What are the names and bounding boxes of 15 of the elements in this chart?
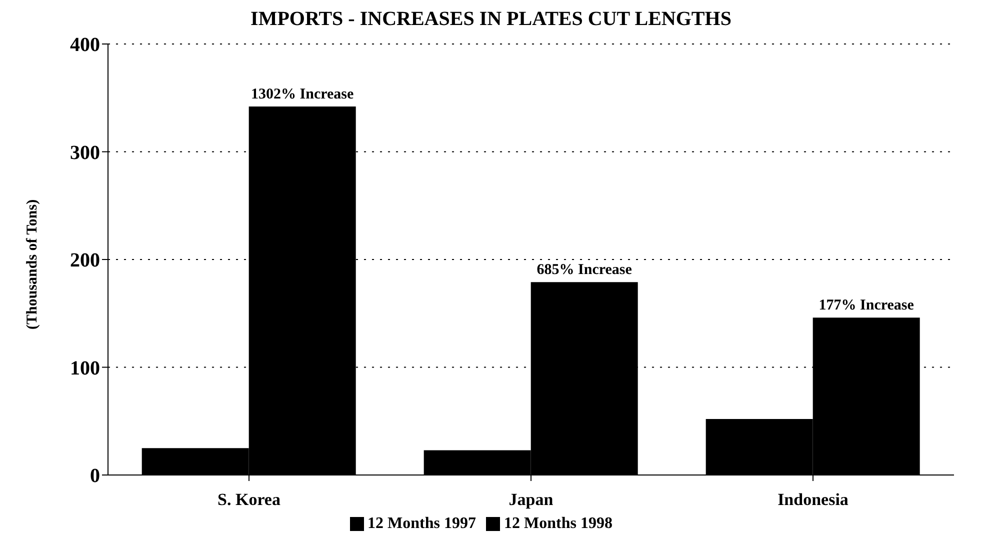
y-tick-label: 100: [70, 357, 100, 380]
legend-label: 12 Months 1997: [368, 515, 476, 532]
y-tick-label: 400: [70, 34, 100, 56]
x-tick-label: S. Korea: [218, 490, 281, 510]
y-tick-label: 200: [70, 250, 100, 272]
y-axis-title: (Thousands of Tons): [24, 199, 40, 330]
annotation: 685% Increase: [536, 262, 632, 278]
x-tick-label: Indonesia: [778, 490, 849, 510]
y-tick-label: 300: [70, 142, 100, 164]
y-tick-label: 0: [90, 465, 100, 488]
chart-title: IMPORTS - INCREASES IN PLATES CUT LENGTHS: [250, 8, 732, 32]
legend-label: 12 Months 1998: [504, 515, 612, 532]
annotation: 1302% Increase: [251, 86, 354, 102]
x-tick-label: Japan: [508, 490, 554, 510]
annotation: 177% Increase: [818, 298, 914, 314]
